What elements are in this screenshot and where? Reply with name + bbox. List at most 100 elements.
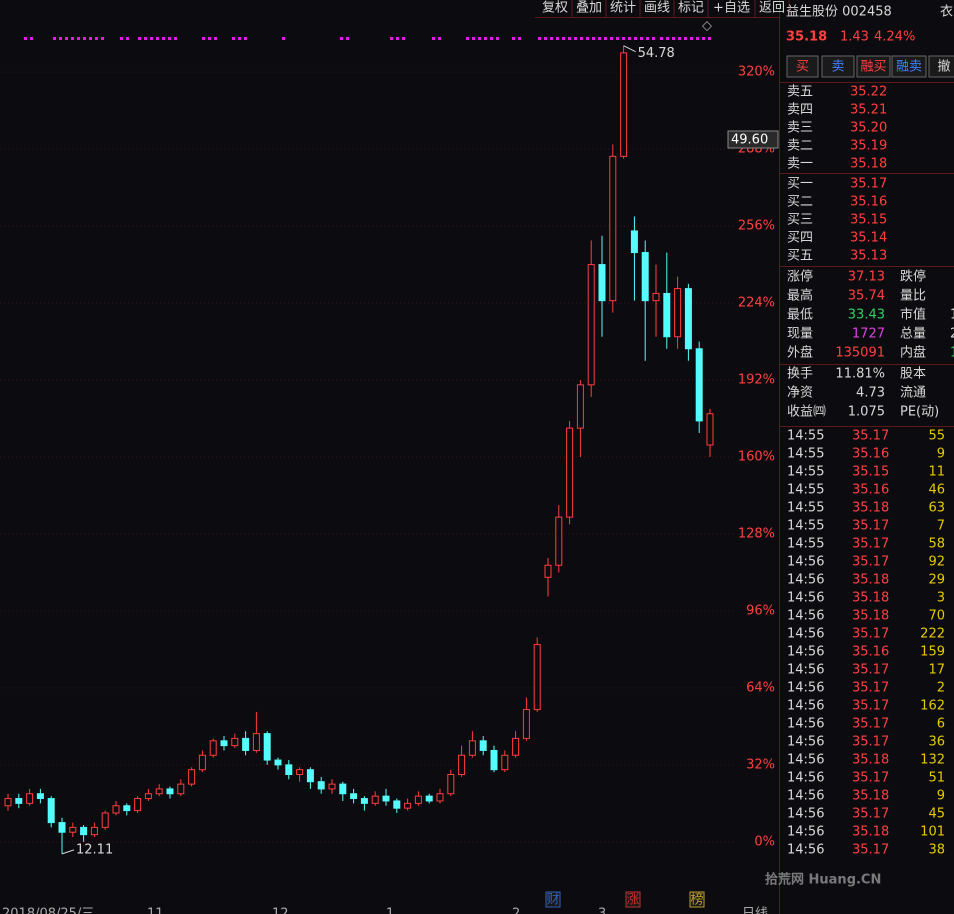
trade-button[interactable]: 融买: [860, 60, 886, 75]
trade-button[interactable]: 撤: [937, 59, 950, 75]
candle-body: [544, 564, 552, 578]
trade-volume: 46: [928, 483, 945, 498]
candle-body: [80, 826, 88, 836]
trade-button-box[interactable]: [891, 55, 927, 78]
signal-dot: [390, 37, 393, 40]
book-label: 买三: [787, 213, 813, 228]
candle-body: [706, 413, 714, 446]
trade-volume: 3: [937, 591, 945, 606]
event-marker-box: [545, 891, 561, 908]
signal-dot: [89, 37, 92, 40]
signal-dot: [168, 37, 171, 40]
candle-body: [231, 737, 239, 747]
trade-volume: 55: [928, 429, 945, 444]
candle-body: [533, 644, 541, 711]
candle-body: [263, 733, 271, 761]
trade-time: 14:55: [787, 537, 824, 552]
candle-body: [252, 733, 260, 751]
trade-price: 35.17: [852, 663, 889, 678]
signal-dot: [214, 37, 217, 40]
trade-price: 35.18: [852, 753, 889, 768]
candle-body: [58, 822, 66, 833]
trade-volume: 36: [928, 735, 945, 750]
toolbar-button[interactable]: +自选: [713, 1, 750, 16]
stat-value: 1.075: [848, 405, 885, 420]
candle-body: [166, 788, 174, 795]
book-label: 卖四: [787, 103, 813, 118]
trade-volume: 51: [928, 771, 945, 786]
candle-body: [15, 798, 23, 804]
trade-button[interactable]: 买: [796, 60, 809, 75]
y-tick-label: 128%: [738, 526, 775, 541]
toolbar-button[interactable]: 画线: [644, 1, 670, 16]
trade-button-box[interactable]: [856, 55, 891, 78]
stat-label: 总量: [900, 327, 926, 342]
trade-volume: 45: [928, 807, 945, 822]
trade-volume: 222: [920, 627, 945, 642]
candle-body: [566, 427, 574, 518]
candle-body: [112, 805, 120, 814]
signal-dot: [628, 37, 631, 40]
signal-dot: [438, 37, 441, 40]
event-marker[interactable]: 榜: [690, 892, 703, 908]
event-marker[interactable]: 涨: [626, 893, 639, 908]
candle-body: [317, 781, 325, 790]
trade-time: 14:56: [787, 771, 824, 786]
trade-button-box[interactable]: [786, 55, 819, 78]
signal-dot: [232, 37, 235, 40]
trade-button-box[interactable]: [821, 55, 855, 78]
trade-volume: 38: [928, 843, 945, 858]
signal-dot: [610, 37, 613, 40]
low-label: 12.11: [76, 842, 113, 857]
signal-dot: [702, 37, 705, 40]
candle-body: [652, 292, 660, 302]
signal-dot: [678, 37, 681, 40]
toolbar-button[interactable]: 标记: [678, 1, 704, 16]
trade-price: 35.17: [852, 735, 889, 750]
candle-body: [576, 384, 584, 429]
trade-volume: 70: [928, 609, 945, 624]
candle-body: [663, 292, 671, 338]
stat-label: PE(动): [900, 405, 939, 420]
trade-volume: 17: [928, 663, 945, 678]
y-tick-label: 0%: [754, 834, 775, 849]
stat-value: 1: [950, 346, 954, 361]
candle-body: [144, 793, 152, 800]
trade-button[interactable]: 融卖: [896, 60, 922, 75]
candle-body: [501, 754, 509, 771]
signal-dot: [340, 37, 343, 40]
trade-time: 14:56: [787, 609, 824, 624]
candle-body: [36, 793, 44, 800]
book-price: 35.19: [850, 139, 887, 154]
trade-button-box[interactable]: [928, 55, 954, 78]
signal-dot: [208, 37, 211, 40]
toolbar-button[interactable]: 统计: [610, 1, 636, 16]
candle-body: [490, 749, 498, 771]
stat-label: 量比: [900, 289, 926, 304]
signal-dot: [586, 37, 589, 40]
stat-value: 1: [950, 308, 954, 323]
x-tick-label: 3: [598, 907, 606, 914]
signal-dot: [126, 37, 129, 40]
stat-value: 37.13: [848, 270, 885, 285]
book-price: 35.16: [850, 195, 887, 210]
candle-body: [198, 754, 206, 771]
trade-button[interactable]: 卖: [831, 60, 844, 75]
candle-body: [425, 795, 433, 802]
signal-dot: [484, 37, 487, 40]
candle-body: [360, 798, 368, 804]
toolbar-button[interactable]: 返回: [759, 1, 785, 16]
candle-body: [630, 230, 638, 254]
candle-body: [306, 769, 314, 783]
signal-dot: [77, 37, 80, 40]
signal-dot: [156, 37, 159, 40]
signal-dot: [708, 37, 711, 40]
stat-value: 11.81%: [835, 367, 885, 382]
trade-price: 35.17: [852, 429, 889, 444]
toolbar-button[interactable]: 叠加: [576, 1, 602, 16]
event-marker[interactable]: 财: [546, 893, 559, 908]
toolbar-button[interactable]: 复权: [542, 0, 568, 16]
signal-dot: [282, 37, 285, 40]
trade-time: 14:56: [787, 825, 824, 840]
y-tick-label: 32%: [746, 757, 775, 772]
